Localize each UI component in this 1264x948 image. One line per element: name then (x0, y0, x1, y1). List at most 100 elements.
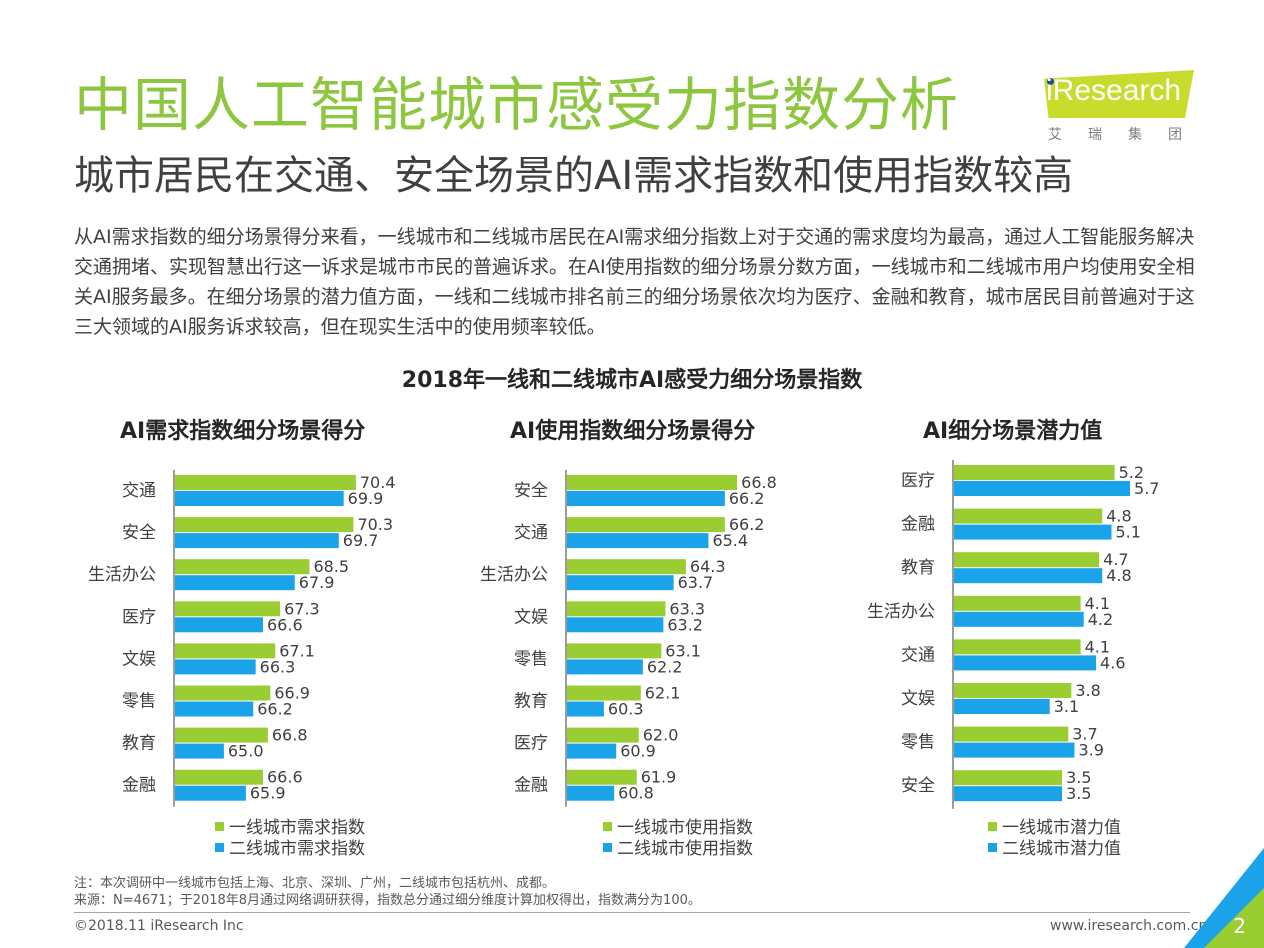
category-label: 安全 (122, 523, 156, 543)
corner-decoration (1184, 848, 1264, 948)
data-label: 67.3 (284, 599, 320, 618)
bar-tier1 (175, 601, 281, 617)
legend-swatch-tier2 (603, 843, 612, 852)
bar-tier2 (954, 786, 1063, 802)
data-label: 4.2 (1088, 610, 1113, 629)
data-label: 66.8 (272, 726, 308, 745)
data-label: 4.1 (1085, 594, 1110, 613)
bar-tier2 (567, 491, 725, 506)
category-label: 金融 (514, 776, 548, 796)
bar-tier2 (954, 524, 1112, 540)
iresearch-logo: iResearch 艾瑞集团 (1040, 64, 1200, 144)
bar-tier2 (954, 742, 1075, 758)
page-subtitle: 城市居民在交通、安全场景的AI需求指数和使用指数较高 (74, 153, 1074, 199)
bar-tier2 (567, 785, 615, 801)
category-label: 金融 (901, 515, 935, 535)
bar-tier1 (175, 769, 263, 785)
chart-1-title: AI需求指数细分场景得分 (120, 419, 366, 444)
legend-swatch-tier2 (988, 843, 997, 852)
bar-tier1 (954, 508, 1103, 524)
logo-dot-icon (1047, 78, 1054, 85)
main-chart-title: 2018年一线和二线城市AI感受力细分场景指数 (401, 368, 863, 393)
footer-source: 来源：N=4671；于2018年8月通过网络调研获得，指数总分通过细分维度计算加… (74, 893, 701, 908)
category-label: 医疗 (514, 734, 548, 754)
footer-divider (74, 912, 1190, 913)
page-title: 中国人工智能城市感受力指数分析 (74, 71, 960, 139)
bar-tier1 (567, 475, 738, 490)
page-number: 2 (1233, 914, 1246, 938)
bar-tier1 (567, 601, 666, 617)
bar-tier1 (954, 639, 1081, 655)
data-label: 4.7 (1103, 550, 1128, 569)
bar-tier2 (567, 743, 617, 759)
category-label: 医疗 (122, 607, 156, 627)
category-label: 零售 (901, 733, 935, 753)
data-label: 3.5 (1066, 768, 1091, 787)
legend-label: 二线城市使用指数 (617, 838, 753, 859)
bar-tier1 (954, 683, 1072, 698)
data-label: 69.7 (343, 531, 379, 550)
bar-tier2 (175, 491, 344, 506)
category-label: 生活办公 (867, 602, 935, 622)
category-label: 生活办公 (88, 565, 156, 585)
bar-tier1 (954, 465, 1115, 480)
data-label: 66.9 (274, 684, 310, 703)
data-label: 5.7 (1134, 479, 1159, 498)
data-label: 4.6 (1100, 653, 1125, 672)
data-label: 66.3 (260, 657, 296, 676)
data-label: 66.2 (729, 489, 765, 508)
data-label: 4.8 (1106, 507, 1131, 526)
bar-tier2 (175, 533, 339, 549)
data-label: 63.1 (665, 641, 701, 660)
category-label: 文娱 (122, 649, 156, 669)
bar-tier1 (954, 595, 1081, 611)
logo-badge (1044, 70, 1194, 118)
data-label: 3.1 (1054, 697, 1079, 716)
legend-swatch-tier1 (215, 822, 224, 831)
data-label: 63.2 (667, 615, 703, 634)
bar-tier1 (567, 727, 639, 743)
category-label: 教育 (514, 692, 548, 712)
data-label: 3.7 (1072, 725, 1097, 744)
bar-tier1 (175, 517, 354, 533)
category-label: 交通 (122, 481, 156, 501)
bar-tier2 (175, 617, 263, 633)
bar-tier1 (954, 726, 1069, 742)
website-link[interactable]: www.iresearch.com.cn (1050, 918, 1208, 934)
chart-2-title: AI使用指数细分场景得分 (510, 419, 756, 444)
category-label: 零售 (122, 692, 156, 712)
category-label: 安全 (514, 481, 548, 501)
data-label: 70.3 (357, 515, 393, 534)
data-label: 3.9 (1078, 741, 1103, 760)
data-label: 60.9 (620, 742, 656, 761)
category-label: 教育 (901, 558, 935, 578)
data-label: 3.5 (1066, 784, 1091, 803)
data-label: 62.1 (645, 684, 681, 703)
category-label: 文娱 (901, 689, 935, 709)
bar-tier1 (567, 517, 725, 533)
legend-swatch-tier1 (603, 822, 612, 831)
category-label: 交通 (901, 645, 935, 665)
category-label: 安全 (901, 776, 935, 796)
bar-tier2 (567, 533, 709, 549)
bar-tier1 (175, 727, 268, 743)
logo-subtext: 艾瑞集团 (1048, 127, 1208, 143)
data-label: 66.8 (741, 473, 777, 492)
data-label: 69.9 (348, 489, 384, 508)
bar-tier2 (567, 617, 664, 633)
data-label: 65.0 (228, 742, 264, 761)
bar-tier2 (567, 659, 643, 675)
bar-tier1 (175, 559, 310, 575)
legend-label: 一线城市潜力值 (1002, 818, 1121, 838)
data-label: 3.8 (1075, 681, 1100, 700)
data-label: 63.7 (678, 573, 714, 592)
data-label: 67.1 (279, 641, 315, 660)
bar-tier1 (175, 643, 276, 659)
data-label: 5.2 (1119, 463, 1144, 482)
bar-tier2 (954, 699, 1050, 714)
bar-tier2 (954, 611, 1084, 627)
bar-tier1 (567, 559, 686, 575)
summary-paragraph: 从AI需求指数的细分场景得分来看，一线城市和二线城市居民在AI需求细分指数上对于… (74, 226, 1195, 338)
legend-label: 二线城市潜力值 (1002, 839, 1121, 859)
